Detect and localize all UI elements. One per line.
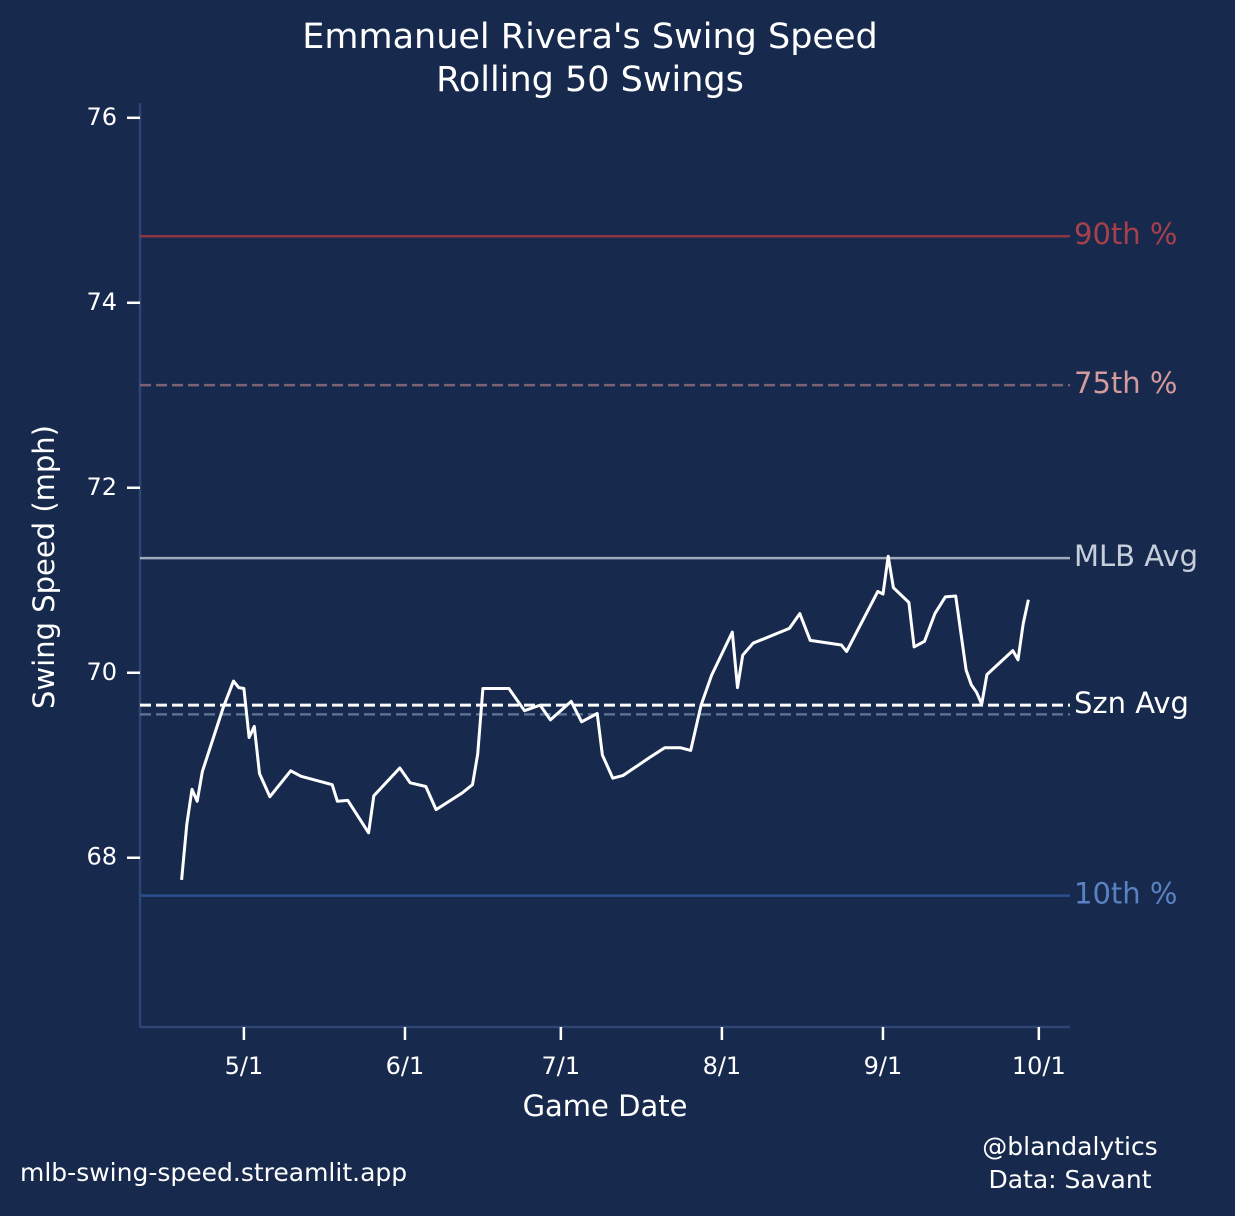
y-tick-label: 68 bbox=[86, 843, 117, 871]
chart-title: Emmanuel Rivera's Swing Speed bbox=[302, 17, 877, 57]
x-tick-label: 7/1 bbox=[542, 1052, 581, 1080]
data-line bbox=[180, 554, 1030, 881]
x-tick-label: 5/1 bbox=[225, 1052, 264, 1080]
y-axis-label: Swing Speed (mph) bbox=[27, 425, 61, 709]
reference-label: Szn Avg bbox=[1074, 686, 1189, 720]
y-tick-label: 76 bbox=[86, 103, 117, 131]
footer-right: @blandalytics bbox=[982, 1132, 1157, 1161]
footer-right: Data: Savant bbox=[988, 1165, 1151, 1194]
x-tick-label: 6/1 bbox=[386, 1052, 425, 1080]
reference-label: MLB Avg bbox=[1074, 539, 1198, 573]
y-tick-label: 72 bbox=[86, 473, 117, 501]
x-axis-label: Game Date bbox=[523, 1089, 688, 1123]
x-tick-label: 9/1 bbox=[864, 1052, 903, 1080]
footer-left: mlb-swing-speed.streamlit.app bbox=[20, 1158, 407, 1187]
reference-label: 90th % bbox=[1074, 217, 1177, 251]
reference-label: 10th % bbox=[1074, 877, 1177, 911]
reference-label: 75th % bbox=[1074, 366, 1177, 400]
y-tick-label: 74 bbox=[86, 288, 117, 316]
chart-subtitle: Rolling 50 Swings bbox=[436, 60, 744, 100]
x-tick-label: 10/1 bbox=[1012, 1052, 1066, 1080]
y-tick-label: 70 bbox=[86, 658, 117, 686]
x-tick-label: 8/1 bbox=[703, 1052, 742, 1080]
